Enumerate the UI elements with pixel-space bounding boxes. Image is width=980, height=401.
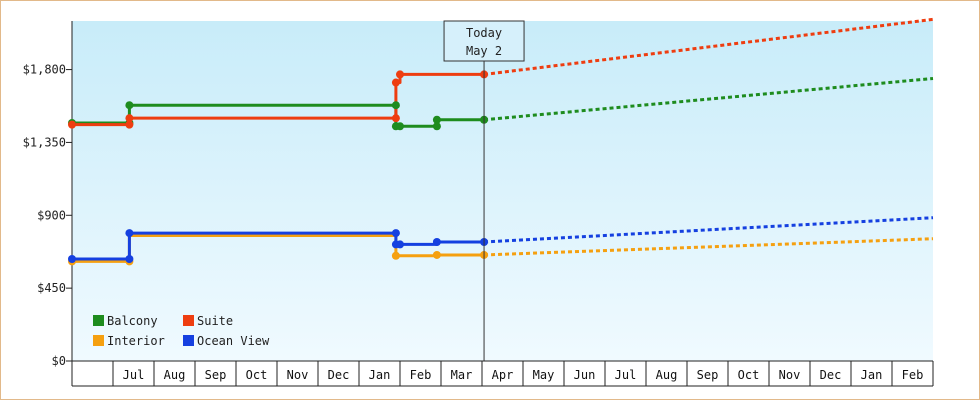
data-point: [396, 122, 404, 131]
x-tick-label: Sep: [697, 368, 719, 382]
data-point: [391, 101, 400, 110]
x-tick-label: Apr: [492, 368, 514, 382]
y-tick-label: $900: [37, 208, 66, 222]
data-point: [125, 101, 134, 110]
x-tick-label: Oct: [246, 368, 268, 382]
data-point: [432, 122, 441, 131]
data-point: [396, 240, 404, 249]
x-tick-label: Sep: [205, 368, 227, 382]
projection-lines: [483, 17, 934, 257]
y-tick-label: $0: [52, 354, 66, 368]
x-tick-label: Jan: [369, 368, 391, 382]
data-point: [396, 70, 404, 79]
plot-area: [72, 21, 933, 361]
x-tick-label: May: [533, 368, 555, 382]
projection-line: [483, 216, 934, 244]
projection-line: [483, 76, 934, 122]
legend-swatch: [93, 315, 104, 326]
data-point: [125, 229, 134, 238]
today-label-line1: Today: [466, 26, 502, 40]
legend-label: Suite: [197, 314, 233, 328]
data-point: [391, 114, 400, 123]
data-point: [68, 255, 76, 263]
data-point: [125, 255, 134, 263]
today-label-line2: May 2: [466, 44, 502, 58]
y-axis: $0 $450 $900 $1,350 $1,800: [23, 21, 73, 368]
x-tick-label: Oct: [738, 368, 760, 382]
x-tick-label: Jan: [861, 368, 883, 382]
legend-swatch: [183, 335, 194, 346]
x-tick-label: Dec: [328, 368, 350, 382]
projection-line: [483, 17, 934, 76]
y-tick-label: $1,800: [23, 63, 66, 77]
legend-swatch: [183, 315, 194, 326]
legend-swatch: [93, 335, 104, 346]
x-tick-label: Nov: [287, 368, 309, 382]
today-marker: Today May 2: [443, 20, 525, 361]
x-tick-label: Nov: [779, 368, 801, 382]
x-tick-label: Jul: [615, 368, 637, 382]
x-axis: Jul Aug Sep Oct Nov Dec Jan Feb Mar Apr May Jun Jul A…: [71, 360, 934, 387]
x-tick-label: Jun: [574, 368, 596, 382]
legend-label: Balcony: [107, 314, 158, 328]
x-tick-label: Mar: [451, 368, 473, 382]
data-point: [432, 115, 441, 124]
projection-line: [483, 237, 934, 257]
data-point: [432, 238, 441, 246]
legend-label: Ocean View: [197, 334, 270, 348]
x-tick-label: Feb: [410, 368, 432, 382]
legend-label: Interior: [107, 334, 165, 348]
y-tick-label: $1,350: [23, 135, 66, 149]
x-tick-label: Dec: [820, 368, 842, 382]
x-tick-label: Feb: [902, 368, 924, 382]
data-point: [432, 250, 441, 259]
data-point: [391, 78, 400, 87]
legend: Balcony Suite Interior Ocean View: [93, 314, 270, 348]
x-tick-label: Jul: [123, 368, 145, 382]
today-callout: [443, 20, 525, 62]
data-point: [125, 114, 134, 123]
y-tick-label: $450: [37, 281, 66, 295]
data-markers: [68, 70, 489, 266]
data-point: [125, 120, 134, 129]
x-tick-label: Aug: [164, 368, 186, 382]
data-point: [391, 229, 400, 238]
data-point: [391, 251, 400, 260]
data-point: [68, 120, 76, 129]
x-tick-label: Aug: [656, 368, 678, 382]
